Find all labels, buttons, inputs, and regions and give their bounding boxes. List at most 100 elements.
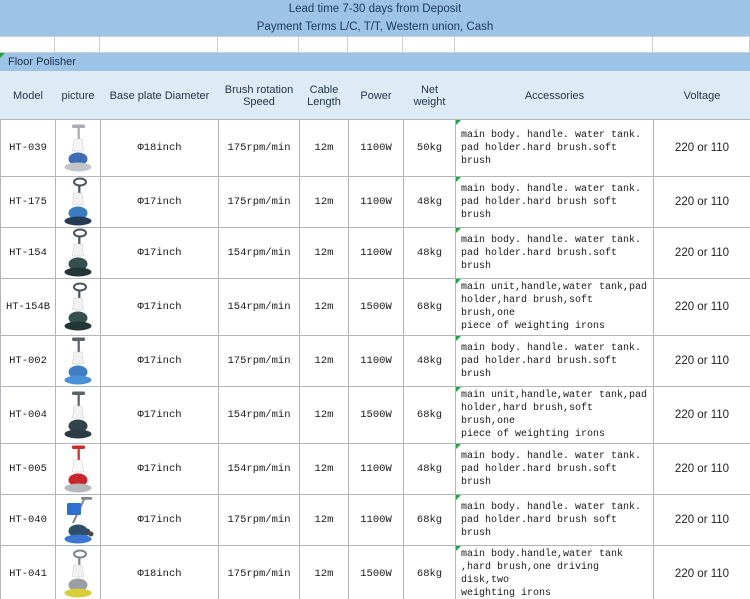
net-weight-cell: 50kg [403,119,456,177]
picture-cell [55,278,101,336]
column-header-cable-length: Cable Length [299,71,349,120]
voltage-cell: 220 or 110 [653,278,750,336]
table-row-ht-175: HT-175 Φ17inch 175rpm/min 12m 1100W 48kg main … [0,176,750,228]
cable-length-cell: 12m [299,176,349,228]
table-body: HT-039 Φ18inch 175rpm/min 12m 1100W 50kg main … [0,119,750,599]
picture-cell [55,227,101,279]
diameter-cell: Φ17inch [100,386,219,444]
diameter-cell: Φ17inch [100,494,219,546]
picture-cell [55,176,101,228]
voltage-cell: 220 or 110 [653,494,750,546]
voltage-cell: 220 or 110 [653,119,750,177]
floor-polisher-photo [57,282,100,332]
cable-length-cell: 12m [299,494,349,546]
empty-cell [55,37,100,52]
model-cell: HT-039 [0,119,56,177]
power-cell: 1100W [348,227,404,279]
picture-cell [55,443,101,495]
model-cell: HT-154B [0,278,56,336]
table-row-ht-154: HT-154 Φ17inch 154rpm/min 12m 1100W 48kg main … [0,227,750,279]
column-header-base-plate-diameter: Base plate Diameter [100,71,219,120]
power-cell: 1100W [348,443,404,495]
speed-cell: 175rpm/min [218,119,300,177]
speed-cell: 175rpm/min [218,335,300,387]
voltage-cell: 220 or 110 [653,443,750,495]
model-cell: HT-004 [0,386,56,444]
cable-length-cell: 12m [299,443,349,495]
floor-polisher-photo [57,496,100,545]
accessories-cell: main body. handle. water tank. pad holde… [455,119,654,177]
speed-cell: 154rpm/min [218,227,300,279]
table-row-ht-005: HT-005 Φ17inch 154rpm/min 12m 1100W 48kg main … [0,443,750,495]
power-cell: 1500W [348,278,404,336]
power-cell: 1100W [348,494,404,546]
lead-time-banner: Lead time 7-30 days from Deposit Payment… [0,0,750,36]
power-cell: 1100W [348,335,404,387]
net-weight-cell: 68kg [403,494,456,546]
cell-corner-marker [456,177,461,182]
model-cell: HT-040 [0,494,56,546]
section-header-floor-polisher: Floor Polisher [0,53,750,71]
power-cell: 1500W [348,545,404,599]
speed-cell: 175rpm/min [218,494,300,546]
cable-length-cell: 12m [299,278,349,336]
table-row-ht-154b: HT-154B Φ17inch 154rpm/min 12m 1500W 68kg main… [0,278,750,336]
empty-cell [455,37,653,52]
empty-cell [403,37,455,52]
cable-length-cell: 12m [299,119,349,177]
diameter-cell: Φ17inch [100,227,219,279]
lead-time-text: Lead time 7-30 days from Deposit [288,3,462,15]
cell-corner-marker [456,120,461,125]
cell-corner-marker [456,495,461,500]
voltage-cell: 220 or 110 [653,227,750,279]
net-weight-cell: 48kg [403,176,456,228]
table-row-ht-004: HT-004 Φ17inch 154rpm/min 12m 1500W 68kg main … [0,386,750,444]
floor-polisher-photo [57,337,100,386]
column-header-brush-rotation-speed: Brush rotation Speed [218,71,300,120]
column-header-power: Power [348,71,404,120]
column-header-net-weight: Net weight [403,71,456,120]
spec-table: Model picture Base plate Diameter Brush rot… [0,71,750,599]
accessories-cell: main body. handle. water tank. pad holde… [455,335,654,387]
net-weight-cell: 48kg [403,335,456,387]
column-header-accessories: Accessories [455,71,654,120]
diameter-cell: Φ18inch [100,545,219,599]
floor-polisher-photo [57,445,100,494]
model-cell: HT-175 [0,176,56,228]
payment-terms-text: Payment Terms L/C, T/T, Western union, C… [256,21,494,33]
empty-cell [653,37,750,52]
accessories-cell: main body. handle. water tank. pad holde… [455,443,654,495]
cell-corner-marker [456,336,461,341]
model-cell: HT-154 [0,227,56,279]
accessories-cell: main body.handle,water tank ,hard brush,… [455,545,654,599]
picture-cell [55,545,101,599]
accessories-cell: main body. handle. water tank. pad holde… [455,494,654,546]
power-cell: 1100W [348,176,404,228]
column-header-model: Model [0,71,56,120]
diameter-cell: Φ17inch [100,335,219,387]
table-row-ht-040: HT-040 Φ17inch 175rpm/min 12m 1100W 68kg main … [0,494,750,546]
floor-polisher-photo [57,177,100,227]
table-header: Model picture Base plate Diameter Brush rot… [0,71,750,120]
floor-polisher-photo [57,123,100,173]
cable-length-cell: 12m [299,227,349,279]
table-row-ht-041: HT-041 Φ18inch 175rpm/min 12m 1500W 68kg main … [0,545,750,599]
picture-cell [55,335,101,387]
accessories-cell: main unit,handle,water tank,pad holder,h… [455,278,654,336]
column-header-voltage: Voltage [653,71,750,120]
accessories-cell: main body. handle. water tank. pad holde… [455,176,654,228]
cable-length-cell: 12m [299,386,349,444]
cable-length-cell: 12m [299,335,349,387]
power-cell: 1100W [348,119,404,177]
speed-cell: 154rpm/min [218,278,300,336]
cell-corner-marker [456,228,461,233]
net-weight-cell: 48kg [403,443,456,495]
cable-length-cell: 12m [299,545,349,599]
speed-cell: 175rpm/min [218,176,300,228]
model-cell: HT-041 [0,545,56,599]
net-weight-cell: 68kg [403,278,456,336]
column-header-picture: picture [55,71,101,120]
empty-cell [100,37,218,52]
net-weight-cell: 48kg [403,227,456,279]
voltage-cell: 220 or 110 [653,335,750,387]
